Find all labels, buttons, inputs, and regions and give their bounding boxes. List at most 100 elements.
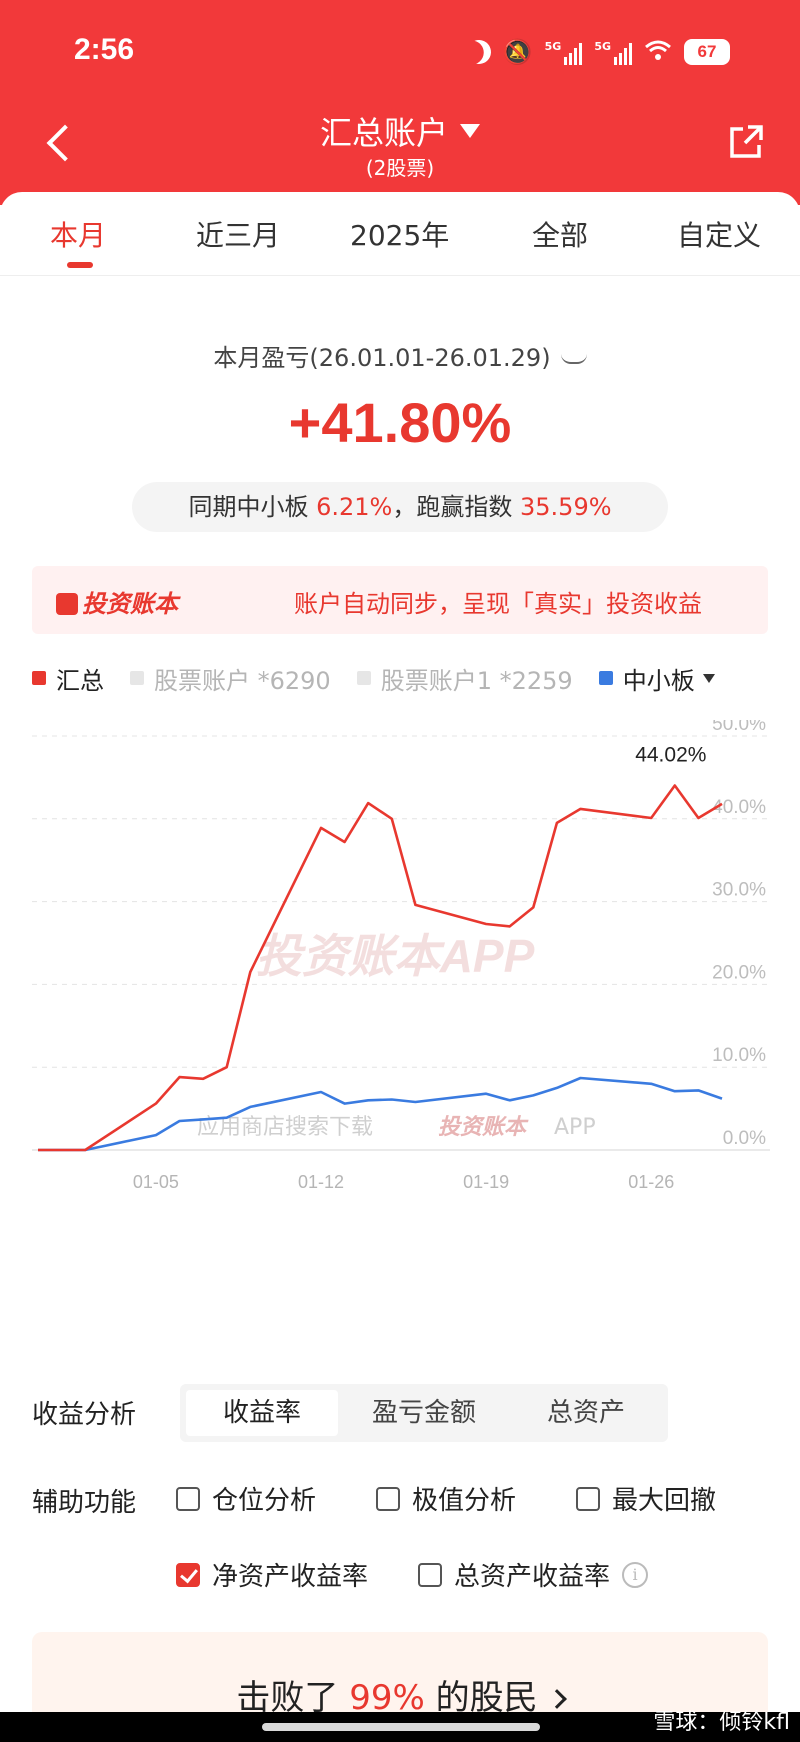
beat-index-value: 35.59% (520, 493, 612, 521)
banner-logo-text: 投资账本 (82, 590, 178, 618)
home-indicator[interactable] (262, 1723, 540, 1731)
return-chart[interactable]: 50.0% 40.0% 30.0% 20.0% 10.0% 0.0% 01-05 01-12 0… (0, 720, 800, 1320)
legend-swatch (32, 671, 46, 685)
legend-label: 汇总 (56, 666, 104, 695)
battery-icon: 67 (684, 39, 730, 65)
series-line-index (38, 1076, 723, 1152)
ledger-logo-icon (56, 593, 78, 615)
legend-item-index[interactable]: 中小板 (598, 661, 715, 696)
x-tick-label: 01-12 (298, 1172, 344, 1192)
index-compare-pill: 同期中小板 6.21%，跑赢指数 35.59% (132, 482, 668, 532)
banner-logo: 投资账本 (56, 584, 178, 619)
period-pl-text: 本月盈亏(26.01.01-26.01.29) (213, 344, 551, 372)
bell-off-icon: 🔕 (502, 38, 533, 66)
aux-label: 辅助功能 (32, 1488, 137, 1518)
status-time: 2:56 (74, 33, 135, 66)
y-tick-label: 50.0% (712, 720, 766, 735)
chevron-right-icon (546, 1689, 567, 1709)
compare-mid: ，跑赢指数 (392, 493, 513, 521)
series-line-total (38, 784, 723, 1152)
return-value: +41.80% (288, 391, 512, 454)
source-watermark: 雪球：倾铃kfl (653, 1710, 790, 1735)
legend-label: 中小板 (622, 666, 695, 695)
beat-text: 击败了 99% 的股民 (32, 1670, 768, 1719)
moon-icon (463, 37, 494, 68)
legend-item-account-6290[interactable]: 股票账户 *6290 (130, 661, 331, 696)
chart-watermark: 投资账本APP (256, 930, 535, 982)
check-max-drawdown[interactable]: 最大回撤 (576, 1480, 716, 1517)
checkbox[interactable] (576, 1486, 600, 1511)
page-title: 汇总账户 (319, 114, 448, 152)
wifi-icon (644, 39, 672, 65)
compare-prefix: 同期中小板 (188, 493, 309, 521)
x-tick-label: 01-26 (628, 1172, 674, 1192)
checkbox[interactable] (176, 1486, 200, 1511)
peak-data-label: 44.02% (635, 744, 706, 767)
banner-text: 账户自动同步，呈现「真实」投资收益 (294, 590, 702, 618)
y-tick-label: 30.0% (712, 880, 766, 901)
legend-swatch (356, 671, 371, 685)
analysis-label: 收益分析 (32, 1400, 137, 1430)
legend-label: 股票账户 *6290 (154, 666, 331, 695)
tab-three-months[interactable]: 近三月 (196, 219, 281, 252)
header-bar: 2:56 🔕 5G 5G 67 汇总账户 (2股票) (0, 0, 800, 205)
chart-legend: 汇总 股票账户 *6290 股票账户1 *2259 中小板 (32, 660, 741, 696)
tab-all[interactable]: 全部 (532, 219, 589, 252)
tab-2025[interactable]: 2025年 (350, 219, 450, 252)
status-bar: 2:56 🔕 5G 5G 67 (0, 0, 800, 100)
beat-prefix: 击败了 (236, 1678, 350, 1718)
check-total-asset-return[interactable]: 总资产收益率 i (418, 1556, 649, 1593)
active-tab-indicator (67, 262, 93, 268)
legend-item-account-2259[interactable]: 股票账户1 *2259 (356, 661, 573, 696)
x-tick-label: 01-19 (463, 1172, 509, 1192)
check-label: 总资产收益率 (454, 1562, 611, 1592)
option-return-rate[interactable]: 收益率 (186, 1390, 338, 1436)
check-label: 最大回撤 (612, 1486, 717, 1516)
tab-custom[interactable]: 自定义 (677, 219, 762, 252)
share-icon[interactable] (726, 122, 766, 162)
account-selector[interactable]: 汇总账户 (0, 108, 800, 154)
analysis-segmented-control: 收益率 盈亏金额 总资产 (180, 1384, 668, 1442)
tab-this-month[interactable]: 本月 (50, 219, 107, 252)
chart-bottom-watermark-logo: 投资账本 (438, 1115, 529, 1140)
network-type-2: 5G (594, 40, 611, 53)
period-tabs: 本月 近三月 2025年 全部 自定义 (0, 192, 800, 276)
page-subtitle: (2股票) (365, 156, 435, 180)
signal-icon: 5G (545, 39, 583, 65)
beat-percent: 99% (349, 1678, 425, 1718)
network-type-1: 5G (544, 40, 562, 53)
legend-label: 股票账户1 *2259 (380, 666, 573, 695)
check-position-analysis[interactable]: 仓位分析 (176, 1480, 316, 1517)
checkbox[interactable] (376, 1486, 400, 1511)
legend-swatch (130, 671, 144, 685)
check-extreme-analysis[interactable]: 极值分析 (376, 1480, 516, 1517)
option-pl-amount[interactable]: 盈亏金额 (371, 1398, 476, 1428)
period-pl-label: 本月盈亏(26.01.01-26.01.29) (0, 338, 800, 373)
eye-closed-icon[interactable] (560, 354, 587, 364)
checkbox-checked[interactable] (176, 1562, 200, 1587)
check-label: 净资产收益率 (212, 1562, 369, 1592)
y-tick-label: 40.0% (712, 797, 766, 818)
x-tick-label: 01-05 (133, 1172, 179, 1192)
check-net-asset-return[interactable]: 净资产收益率 (176, 1556, 368, 1593)
info-icon[interactable]: i (622, 1561, 649, 1588)
dropdown-caret-icon (702, 673, 715, 683)
main-card: 本月 近三月 2025年 全部 自定义 (0, 192, 800, 1742)
promo-banner[interactable]: 投资账本 账户自动同步，呈现「真实」投资收益 (32, 566, 768, 634)
signal-icon-2: 5G (594, 39, 632, 65)
y-tick-label: 0.0% (723, 1128, 766, 1149)
checkbox[interactable] (418, 1562, 442, 1587)
y-tick-label: 20.0% (712, 962, 766, 983)
legend-item-total[interactable]: 汇总 (32, 661, 104, 696)
legend-swatch (598, 671, 613, 685)
beat-suffix: 的股民 (424, 1678, 538, 1718)
chart-bottom-watermark: 应用商店搜索下载 (197, 1115, 373, 1140)
check-label: 仓位分析 (212, 1486, 317, 1516)
option-total-assets[interactable]: 总资产 (546, 1398, 625, 1428)
chart-bottom-watermark-suffix: APP (554, 1115, 596, 1140)
check-label: 极值分析 (412, 1486, 517, 1516)
dropdown-caret-icon (460, 124, 480, 138)
y-tick-label: 10.0% (712, 1045, 766, 1066)
status-icons: 🔕 5G 5G 67 (467, 34, 730, 70)
index-return-value: 6.21% (316, 493, 393, 521)
